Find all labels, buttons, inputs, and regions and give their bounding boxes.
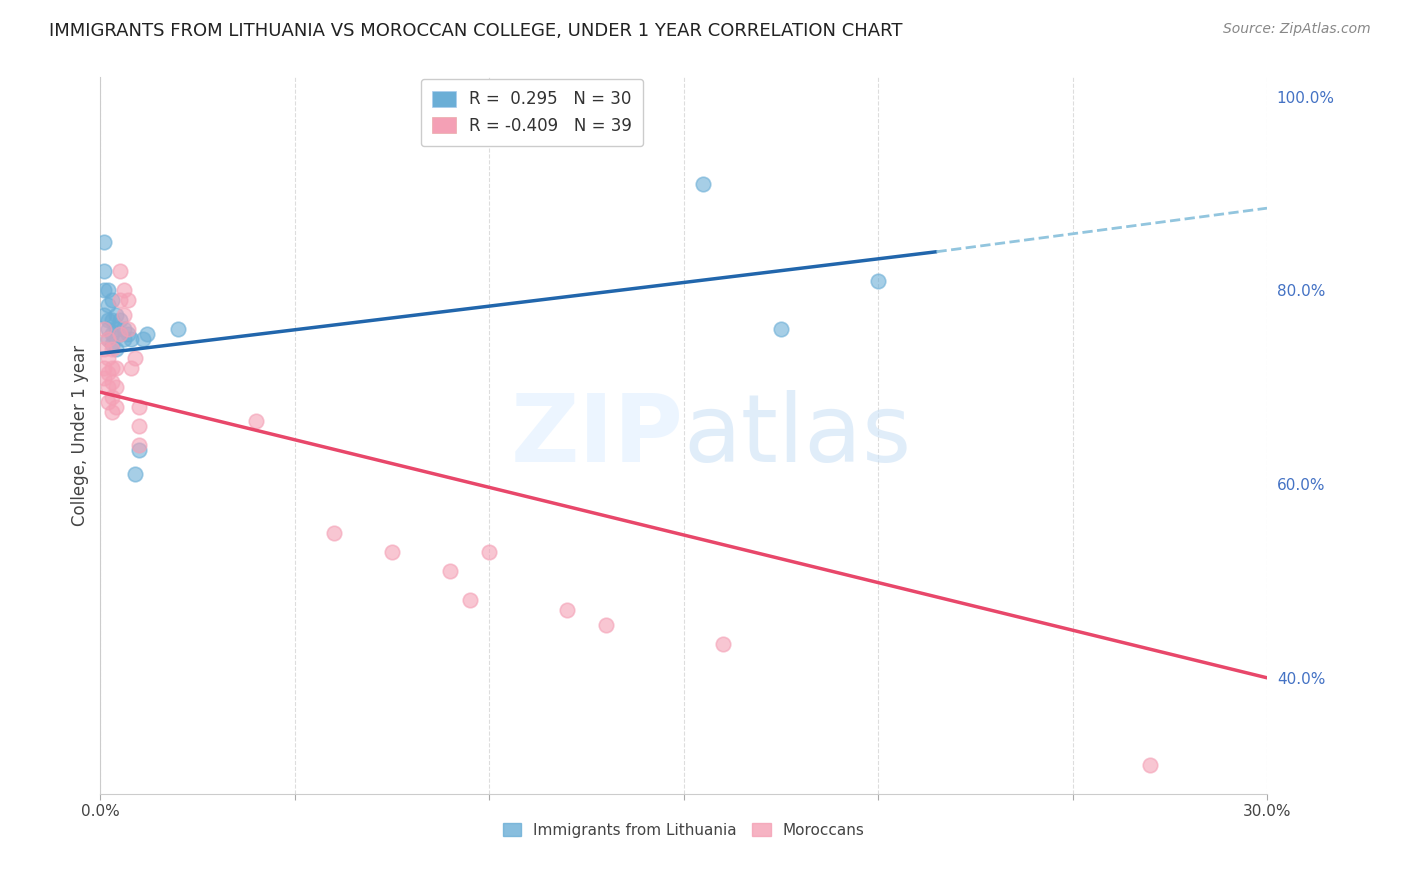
Text: IMMIGRANTS FROM LITHUANIA VS MOROCCAN COLLEGE, UNDER 1 YEAR CORRELATION CHART: IMMIGRANTS FROM LITHUANIA VS MOROCCAN CO…: [49, 22, 903, 40]
Point: [117, 322, 139, 336]
Point: [121, 360, 143, 375]
Y-axis label: College, Under 1 year: College, Under 1 year: [72, 345, 89, 526]
Point: [104, 308, 127, 322]
Point: [97, 366, 120, 380]
Point: [93, 360, 115, 375]
Point: [322, 525, 344, 540]
Point: [108, 326, 131, 341]
Point: [124, 467, 146, 482]
Point: [112, 308, 135, 322]
Point: [595, 617, 617, 632]
Point: [104, 380, 127, 394]
Text: Source: ZipAtlas.com: Source: ZipAtlas.com: [1223, 22, 1371, 37]
Point: [128, 438, 150, 452]
Point: [128, 443, 150, 458]
Point: [93, 264, 115, 278]
Point: [93, 370, 115, 384]
Point: [458, 593, 481, 607]
Point: [101, 376, 124, 390]
Point: [112, 332, 135, 346]
Point: [104, 322, 127, 336]
Point: [101, 342, 124, 356]
Point: [108, 293, 131, 308]
Point: [97, 312, 120, 326]
Point: [711, 637, 734, 651]
Point: [93, 322, 115, 336]
Point: [97, 298, 120, 312]
Point: [108, 312, 131, 326]
Point: [97, 332, 120, 346]
Point: [108, 326, 131, 341]
Point: [108, 264, 131, 278]
Point: [112, 322, 135, 336]
Point: [692, 177, 714, 191]
Point: [97, 380, 120, 394]
Point: [101, 390, 124, 404]
Point: [101, 312, 124, 326]
Point: [97, 351, 120, 366]
Point: [245, 414, 267, 428]
Point: [121, 332, 143, 346]
Point: [112, 284, 135, 298]
Point: [104, 360, 127, 375]
Point: [124, 351, 146, 366]
Point: [101, 404, 124, 418]
Text: atlas: atlas: [683, 390, 912, 482]
Point: [167, 322, 190, 336]
Point: [117, 293, 139, 308]
Point: [769, 322, 792, 336]
Point: [97, 394, 120, 409]
Point: [104, 342, 127, 356]
Point: [555, 603, 578, 617]
Point: [101, 360, 124, 375]
Point: [101, 293, 124, 308]
Point: [97, 322, 120, 336]
Point: [97, 284, 120, 298]
Point: [101, 336, 124, 351]
Point: [97, 332, 120, 346]
Point: [381, 545, 404, 559]
Text: ZIP: ZIP: [510, 390, 683, 482]
Legend: Immigrants from Lithuania, Moroccans: Immigrants from Lithuania, Moroccans: [496, 816, 870, 844]
Point: [128, 419, 150, 434]
Point: [101, 326, 124, 341]
Point: [1139, 758, 1161, 772]
Point: [478, 545, 501, 559]
Point: [132, 332, 155, 346]
Point: [136, 326, 159, 341]
Point: [93, 342, 115, 356]
Point: [104, 400, 127, 414]
Point: [128, 400, 150, 414]
Point: [93, 308, 115, 322]
Point: [868, 274, 890, 288]
Point: [93, 235, 115, 249]
Point: [117, 326, 139, 341]
Point: [439, 564, 461, 578]
Point: [93, 284, 115, 298]
